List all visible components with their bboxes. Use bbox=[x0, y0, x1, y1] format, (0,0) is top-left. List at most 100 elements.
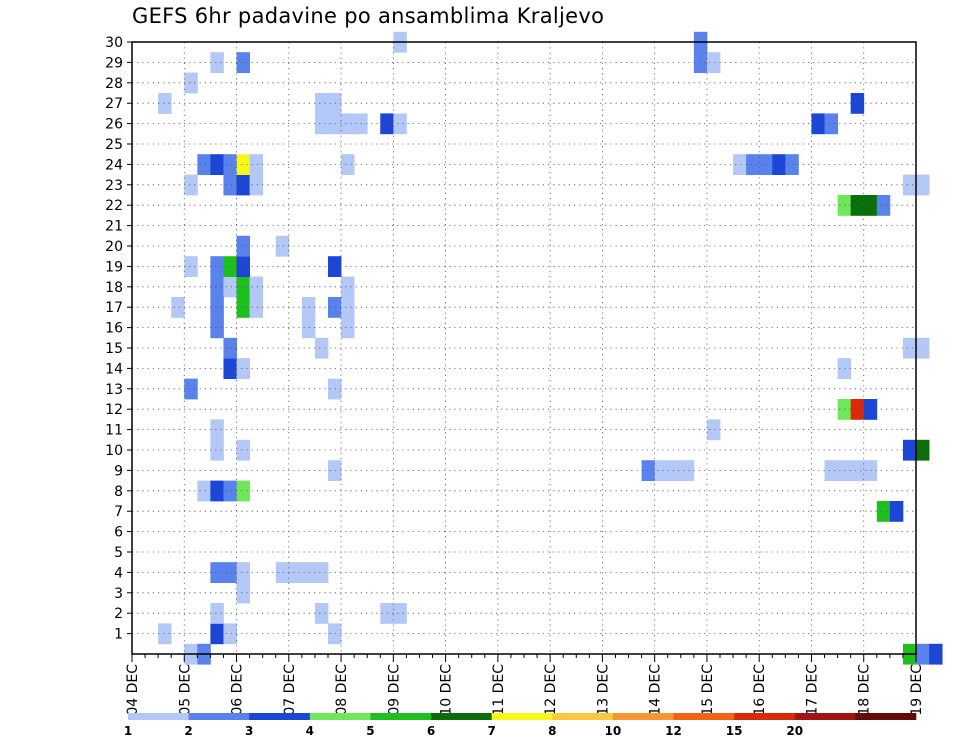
x-tick-label: 19 DEC bbox=[909, 664, 925, 716]
y-tick-label: 15 bbox=[105, 341, 123, 357]
precip-cell bbox=[667, 460, 682, 481]
precip-cell bbox=[393, 603, 407, 624]
precip-cell bbox=[706, 419, 721, 441]
colorbar-swatch bbox=[309, 713, 371, 720]
precip-cell bbox=[328, 623, 342, 645]
precip-cell bbox=[210, 623, 224, 645]
precip-cell bbox=[223, 276, 237, 298]
colorbar-label: 6 bbox=[427, 724, 435, 738]
y-tick-label: 21 bbox=[105, 219, 123, 235]
y-tick-label: 23 bbox=[105, 178, 123, 194]
precip-cell bbox=[301, 297, 316, 318]
precip-cell bbox=[223, 154, 237, 175]
precip-cell bbox=[236, 235, 250, 257]
x-axis: 04 DEC 05 DEC 06 DEC 07 DEC 08 DEC 09 DEC 10 D… bbox=[125, 654, 925, 716]
colorbar-swatch bbox=[249, 713, 311, 720]
x-tick-label: 10 DEC bbox=[439, 664, 455, 716]
colorbar-label: 12 bbox=[665, 724, 682, 738]
y-tick-label: 19 bbox=[105, 259, 123, 275]
precip-cell bbox=[223, 480, 237, 502]
y-tick-label: 29 bbox=[105, 55, 123, 71]
precip-cell bbox=[275, 235, 290, 257]
precip-cell bbox=[902, 439, 917, 461]
y-tick-label: 3 bbox=[114, 586, 123, 602]
precip-cell bbox=[916, 643, 930, 665]
precip-cell bbox=[210, 317, 224, 339]
colorbar-label: 4 bbox=[306, 724, 314, 738]
precip-cell bbox=[210, 154, 224, 175]
x-tick-label: 17 DEC bbox=[804, 664, 820, 716]
precip-cell bbox=[223, 623, 237, 645]
precip-cell bbox=[341, 297, 355, 318]
x-tick-label: 14 DEC bbox=[648, 664, 664, 716]
precip-cell bbox=[850, 399, 865, 420]
y-tick-label: 2 bbox=[114, 606, 123, 622]
precip-cell bbox=[837, 195, 852, 216]
precip-cell bbox=[210, 52, 224, 73]
y-tick-label: 20 bbox=[105, 239, 123, 255]
precip-cell bbox=[916, 439, 930, 461]
x-tick-label: 05 DEC bbox=[177, 664, 193, 716]
x-tick-label: 04 DEC bbox=[125, 664, 141, 716]
y-tick-label: 17 bbox=[105, 300, 123, 316]
precip-cell bbox=[393, 113, 407, 135]
y-axis: 1234567891011121314151617181920212223242… bbox=[105, 35, 132, 643]
y-tick-label: 5 bbox=[114, 545, 123, 561]
precip-cell bbox=[210, 439, 224, 461]
colorbar-label: 8 bbox=[548, 724, 556, 738]
precip-cell bbox=[641, 460, 656, 481]
precip-cell bbox=[876, 195, 891, 216]
colorbar-swatch bbox=[673, 713, 735, 720]
precip-cell bbox=[785, 154, 799, 175]
precip-cell bbox=[184, 378, 198, 400]
y-tick-label: 25 bbox=[105, 137, 123, 153]
x-tick-label: 16 DEC bbox=[752, 664, 768, 716]
y-tick-label: 7 bbox=[114, 504, 123, 520]
precip-cell bbox=[314, 562, 329, 583]
colorbar-label: 20 bbox=[786, 724, 803, 738]
precip-cell bbox=[328, 378, 342, 400]
precip-cell bbox=[236, 582, 250, 604]
precip-cell bbox=[328, 93, 342, 114]
precip-cell bbox=[759, 154, 773, 175]
precip-cell bbox=[223, 337, 237, 359]
precip-cell bbox=[654, 460, 669, 481]
y-tick-label: 13 bbox=[105, 382, 123, 398]
precip-cell bbox=[236, 276, 250, 298]
colorbar-swatch bbox=[188, 713, 250, 720]
y-tick-label: 12 bbox=[105, 402, 123, 418]
colorbar-label: 3 bbox=[245, 724, 253, 738]
x-tick-label: 09 DEC bbox=[386, 664, 402, 716]
precip-cell bbox=[223, 256, 237, 277]
precip-cell bbox=[223, 174, 237, 196]
precip-cell bbox=[197, 480, 211, 502]
x-tick-label: 11 DEC bbox=[491, 664, 507, 716]
precip-cell bbox=[197, 154, 211, 175]
precip-cell bbox=[288, 562, 303, 583]
colorbar-swatch bbox=[491, 713, 553, 720]
precip-cell bbox=[850, 93, 865, 114]
precip-cell bbox=[223, 562, 237, 583]
precip-cell bbox=[314, 337, 329, 359]
x-tick-label: 07 DEC bbox=[282, 664, 298, 716]
precip-cell bbox=[341, 154, 355, 175]
precip-cell bbox=[158, 93, 172, 114]
precip-cell bbox=[249, 276, 264, 298]
colorbar-swatch bbox=[794, 713, 856, 720]
colorbar: 1 2 3 4 5 6 7 8 10 12 15 20 bbox=[124, 713, 917, 738]
y-tick-label: 16 bbox=[105, 321, 123, 337]
precip-cell bbox=[837, 460, 852, 481]
colorbar-swatch bbox=[612, 713, 674, 720]
x-tick-label: 08 DEC bbox=[334, 664, 350, 716]
precip-cell bbox=[249, 174, 264, 196]
x-tick-label: 18 DEC bbox=[857, 664, 873, 716]
precip-cell bbox=[210, 480, 224, 502]
y-tick-label: 10 bbox=[105, 443, 123, 459]
colorbar-swatch bbox=[128, 713, 189, 720]
precip-cell bbox=[210, 603, 224, 624]
precip-cell bbox=[850, 195, 865, 216]
precip-cell bbox=[328, 256, 342, 277]
precip-cell bbox=[341, 276, 355, 298]
precip-cell bbox=[837, 399, 852, 420]
